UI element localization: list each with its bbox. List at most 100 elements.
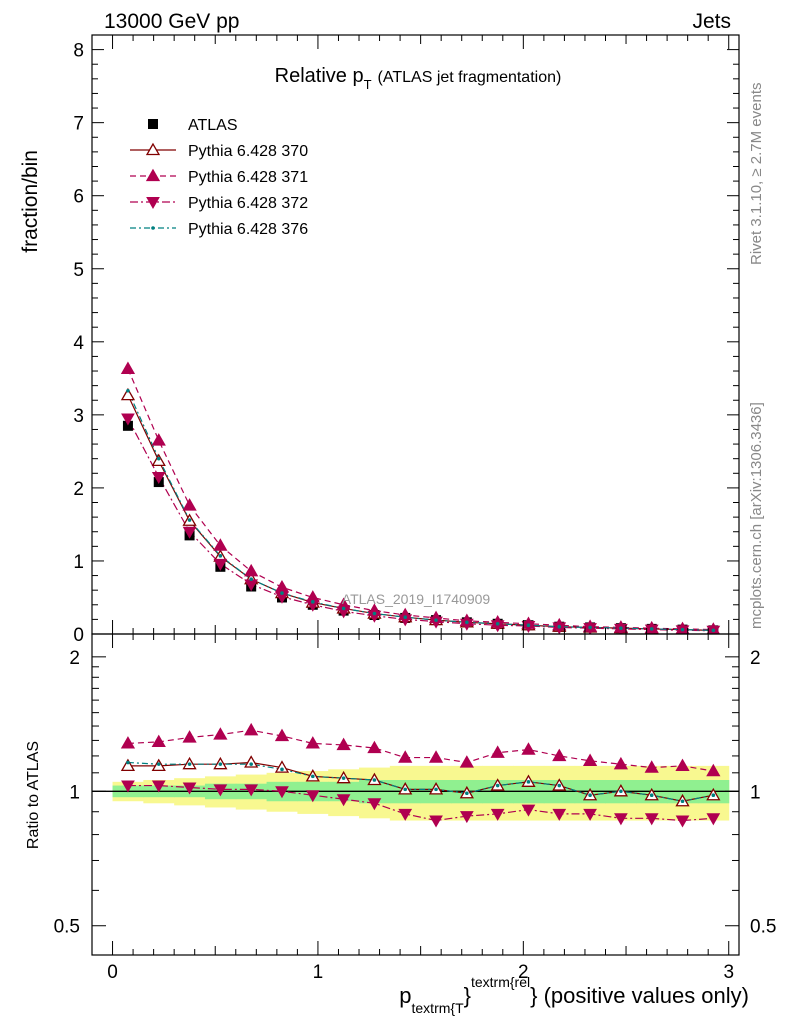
ratio-point-py376 bbox=[711, 793, 716, 798]
legend-marker-py372 bbox=[146, 197, 160, 210]
legend-label-atlas: ATLAS bbox=[188, 117, 238, 134]
data-point-py376 bbox=[126, 388, 130, 393]
data-point-py372 bbox=[213, 558, 228, 571]
ratio-point-py371 bbox=[367, 740, 382, 754]
ratio-point-py370 bbox=[120, 758, 136, 772]
series-line-py371 bbox=[127, 368, 714, 631]
ratio-point-py376 bbox=[249, 762, 253, 766]
ratio-y-tick-label-left: 0.5 bbox=[54, 917, 80, 938]
ratio-y-tick-label-left: 2 bbox=[69, 648, 80, 669]
ratio-point-py372 bbox=[367, 798, 382, 811]
y-axis-label-ratio: Ratio to ATLAS bbox=[25, 741, 42, 849]
ratio-point-py376 bbox=[465, 791, 469, 796]
ratio-point-py376 bbox=[311, 774, 315, 779]
data-point-py376 bbox=[249, 577, 253, 582]
x-axis-label: ptextrm{T}textrm{rel} (positive values o… bbox=[399, 974, 749, 1016]
plot-title: Relative pT (ATLAS jet fragmentation) bbox=[275, 65, 562, 92]
ratio-point-py371 bbox=[336, 737, 351, 751]
x-axis-label-sub: textrm{T bbox=[412, 1000, 465, 1016]
legend-label-py370: Pythia 6.428 370 bbox=[188, 143, 308, 160]
data-point-py371 bbox=[120, 361, 136, 374]
ratio-point-py372 bbox=[459, 811, 474, 824]
data-point-py370 bbox=[120, 387, 136, 401]
data-point-py376 bbox=[680, 627, 685, 632]
ratio-point-py376 bbox=[218, 762, 223, 766]
ratio-point-py371 bbox=[459, 755, 474, 768]
legend-label-py376: Pythia 6.428 376 bbox=[188, 221, 308, 238]
ratio-y-tick-label-right: 1 bbox=[750, 782, 761, 803]
data-point-py376 bbox=[619, 626, 623, 630]
ratio-point-py376 bbox=[341, 776, 346, 780]
data-point-py376 bbox=[341, 606, 346, 611]
x-axis-label-p: p bbox=[399, 983, 411, 1008]
data-point-py376 bbox=[372, 611, 377, 616]
ratio-point-py372 bbox=[121, 780, 135, 793]
ratio-point-py371 bbox=[706, 763, 721, 777]
data-point-py376 bbox=[465, 620, 469, 625]
ratio-line-py376 bbox=[127, 761, 714, 802]
header-left-label: 13000 GeV pp bbox=[104, 10, 239, 33]
legend: ATLAS Pythia 6.428 370 Pythia 6.428 371 Pyt… bbox=[130, 117, 308, 238]
plot-title-main: Relative p bbox=[275, 65, 364, 87]
ratio-point-py372 bbox=[151, 780, 166, 793]
ratio-point-py372 bbox=[552, 808, 567, 821]
plot-title-suffix: (ATLAS jet fragmentation) bbox=[378, 69, 562, 86]
data-point-py372 bbox=[182, 526, 197, 539]
x-tick-label: 3 bbox=[723, 962, 734, 983]
data-point-py376 bbox=[434, 618, 438, 622]
ratio-point-py370 bbox=[274, 760, 290, 773]
ratio-point-py376 bbox=[619, 789, 623, 794]
y-tick-label: 5 bbox=[73, 260, 84, 281]
data-point-py376 bbox=[557, 624, 562, 629]
data-point-py371 bbox=[151, 433, 166, 446]
legend-label-py371: Pythia 6.428 371 bbox=[188, 169, 308, 186]
ratio-point-py372 bbox=[614, 813, 628, 826]
ratio-point-py372 bbox=[490, 808, 505, 821]
data-point-py372 bbox=[151, 471, 166, 484]
ratio-point-py371 bbox=[182, 730, 197, 743]
ratio-point-py372 bbox=[213, 784, 228, 797]
y-tick-label: 0 bbox=[73, 625, 84, 646]
y-tick-label: 7 bbox=[73, 114, 84, 135]
ratio-point-py372 bbox=[244, 784, 259, 797]
ratio-point-py376 bbox=[649, 793, 654, 798]
ratio-point-py376 bbox=[280, 767, 284, 772]
ratio-y-tick-label-left: 1 bbox=[69, 782, 80, 803]
ratio-point-py371 bbox=[490, 745, 505, 758]
legend-marker-py371 bbox=[145, 168, 161, 182]
data-point-py372 bbox=[490, 620, 505, 633]
data-point-py371 bbox=[182, 498, 197, 511]
data-point-py376 bbox=[649, 627, 654, 631]
x-axis-label-sup: textrm{rel bbox=[471, 974, 530, 990]
y-axis-label-top: fraction/bin bbox=[19, 150, 42, 253]
legend-marker-atlas bbox=[148, 119, 158, 129]
ratio-point-py372 bbox=[583, 808, 597, 821]
data-point-py372 bbox=[429, 616, 443, 629]
ratio-point-py371 bbox=[582, 753, 598, 766]
data-point-py371 bbox=[244, 563, 259, 577]
data-point-py376 bbox=[311, 600, 315, 604]
ratio-point-py376 bbox=[156, 762, 161, 766]
ratio-point-py371 bbox=[213, 727, 228, 740]
y-tick-label: 3 bbox=[73, 406, 84, 427]
ratio-y-tick-label-right: 0.5 bbox=[750, 917, 776, 938]
x-tick-label: 1 bbox=[313, 962, 324, 983]
ratio-point-py372 bbox=[336, 794, 351, 807]
x-axis-label-suffix: } (positive values only) bbox=[530, 983, 749, 1008]
ratio-point-py371 bbox=[613, 756, 629, 770]
ratio-point-py371 bbox=[244, 722, 259, 736]
ratio-point-py376 bbox=[126, 760, 130, 765]
legend-marker-py370 bbox=[145, 142, 161, 156]
data-point-py376 bbox=[588, 625, 592, 630]
ratio-point-py376 bbox=[680, 799, 685, 804]
ratio-point-py376 bbox=[434, 787, 438, 792]
header-right-label: Jets bbox=[692, 10, 731, 33]
ratio-point-py371 bbox=[644, 760, 659, 773]
ratio-point-py372 bbox=[275, 786, 289, 799]
ratio-line-py371 bbox=[127, 729, 714, 772]
data-point-py376 bbox=[403, 615, 408, 619]
y-tick-label: 4 bbox=[73, 333, 84, 354]
ratio-point-py371 bbox=[521, 742, 536, 755]
data-point-py372 bbox=[459, 618, 474, 631]
data-point-atlas bbox=[122, 420, 133, 431]
